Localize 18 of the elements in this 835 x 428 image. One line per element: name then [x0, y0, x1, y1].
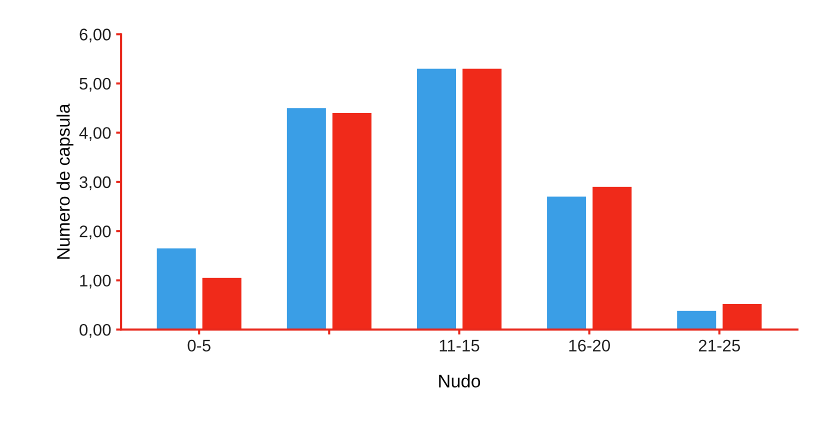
bar — [286, 108, 326, 330]
y-tick-label: 5,00 — [80, 78, 111, 92]
y-tick-label: 0,00 — [80, 324, 111, 338]
x-tick-label: 0-5 — [188, 340, 210, 352]
bar — [416, 68, 456, 330]
y-tick-label: 3,00 — [80, 176, 111, 190]
x-tick-label: 21-25 — [698, 340, 740, 352]
y-tick-label: 2,00 — [80, 226, 111, 240]
x-tick-label: 16-20 — [569, 340, 610, 352]
y-tick-label: 1,00 — [80, 274, 111, 289]
bar — [156, 248, 196, 330]
bar — [677, 310, 716, 330]
y-axis-title: Numero de capsula — [56, 104, 74, 259]
x-axis-title: Nudo — [439, 374, 480, 388]
bar — [547, 196, 586, 330]
y-tick-label: 6,00 — [80, 28, 111, 42]
y-tick-label: 4,00 — [79, 127, 111, 141]
x-tick-label: 11-15 — [440, 340, 480, 352]
